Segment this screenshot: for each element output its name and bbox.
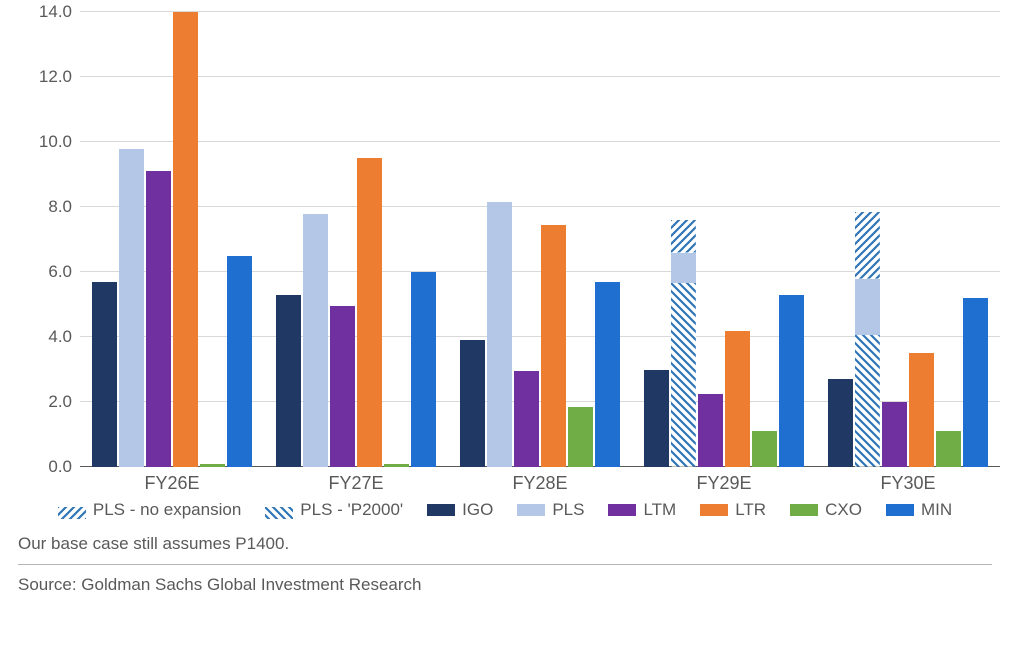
legend-swatch <box>608 504 636 516</box>
legend-item: CXO <box>790 500 862 520</box>
y-axis-tick-label: 10.0 <box>39 132 80 152</box>
x-axis-tick-label: FY30E <box>816 473 1000 494</box>
legend-swatch <box>886 504 914 516</box>
legend-label: LTM <box>643 500 676 520</box>
legend-label: PLS - no expansion <box>93 500 241 520</box>
bar-group <box>80 12 264 467</box>
bar-MIN <box>779 295 804 467</box>
legend-swatch <box>58 504 86 516</box>
bar-IGO <box>276 295 301 467</box>
source-attribution: Source: Goldman Sachs Global Investment … <box>18 575 992 595</box>
legend: PLS - no expansion PLS - 'P2000' IGO PLS LTM… <box>18 500 992 520</box>
bar-LTR <box>909 353 934 467</box>
bar-PLS_no_expansion <box>855 212 880 279</box>
bar-MIN <box>963 298 988 467</box>
legend-label: CXO <box>825 500 862 520</box>
bar-PLS_no_expansion <box>671 220 696 253</box>
bar-group <box>448 12 632 467</box>
bar-LTM <box>146 171 171 467</box>
bar-group <box>816 12 1000 467</box>
bar-LTR <box>725 331 750 468</box>
legend-label: LTR <box>735 500 766 520</box>
y-axis-tick-label: 0.0 <box>48 457 80 477</box>
bar-CXO <box>200 464 225 467</box>
bar-IGO <box>460 340 485 467</box>
footnote: Our base case still assumes P1400. <box>18 534 992 565</box>
bar-LTM <box>330 306 355 467</box>
bar-PLS <box>487 202 512 467</box>
bar-PLS_P2000 <box>671 283 696 467</box>
x-axis-tick-label: FY26E <box>80 473 264 494</box>
x-axis-tick-label: FY28E <box>448 473 632 494</box>
y-axis-tick-label: 14.0 <box>39 2 80 22</box>
chart-container: 0.02.04.06.08.010.012.014.0 FY26EFY27EFY… <box>0 0 1010 651</box>
legend-item: PLS - 'P2000' <box>265 500 403 520</box>
legend-item: IGO <box>427 500 493 520</box>
bar-CXO <box>384 464 409 467</box>
y-axis-tick-label: 12.0 <box>39 67 80 87</box>
x-axis-tick-label: FY29E <box>632 473 816 494</box>
bar-PLS <box>119 149 144 468</box>
y-axis-tick-label: 8.0 <box>48 197 80 217</box>
legend-swatch <box>265 504 293 516</box>
legend-swatch <box>790 504 818 516</box>
legend-swatch <box>517 504 545 516</box>
legend-label: MIN <box>921 500 952 520</box>
bar-group <box>264 12 448 467</box>
bar-group <box>632 12 816 467</box>
bar-LTM <box>514 371 539 467</box>
legend-swatch <box>700 504 728 516</box>
bar-MIN <box>411 272 436 467</box>
x-axis-tick-label: FY27E <box>264 473 448 494</box>
bar-LTR <box>173 12 198 467</box>
bar-IGO <box>92 282 117 467</box>
legend-label: IGO <box>462 500 493 520</box>
bar-LTR <box>357 158 382 467</box>
y-axis-tick-label: 4.0 <box>48 327 80 347</box>
y-axis-tick-label: 6.0 <box>48 262 80 282</box>
plot-area: 0.02.04.06.08.010.012.014.0 <box>80 12 1000 467</box>
bar-PLS <box>671 253 696 284</box>
bar-PLS_P2000 <box>855 335 880 467</box>
bar-CXO <box>936 431 961 467</box>
legend-label: PLS - 'P2000' <box>300 500 403 520</box>
bar-LTR <box>541 225 566 467</box>
bar-CXO <box>568 407 593 467</box>
bar-IGO <box>644 370 669 468</box>
y-axis-tick-label: 2.0 <box>48 392 80 412</box>
legend-item: PLS <box>517 500 584 520</box>
bar-IGO <box>828 379 853 467</box>
bar-CXO <box>752 431 777 467</box>
legend-item: MIN <box>886 500 952 520</box>
bar-MIN <box>227 256 252 467</box>
bar-PLS <box>303 214 328 468</box>
legend-swatch <box>427 504 455 516</box>
bar-LTM <box>698 394 723 467</box>
legend-item: LTR <box>700 500 766 520</box>
bar-PLS <box>855 279 880 336</box>
bar-LTM <box>882 402 907 467</box>
legend-label: PLS <box>552 500 584 520</box>
x-axis-labels: FY26EFY27EFY28EFY29EFY30E <box>80 473 1000 494</box>
bar-MIN <box>595 282 620 467</box>
legend-item: LTM <box>608 500 676 520</box>
legend-item: PLS - no expansion <box>58 500 241 520</box>
